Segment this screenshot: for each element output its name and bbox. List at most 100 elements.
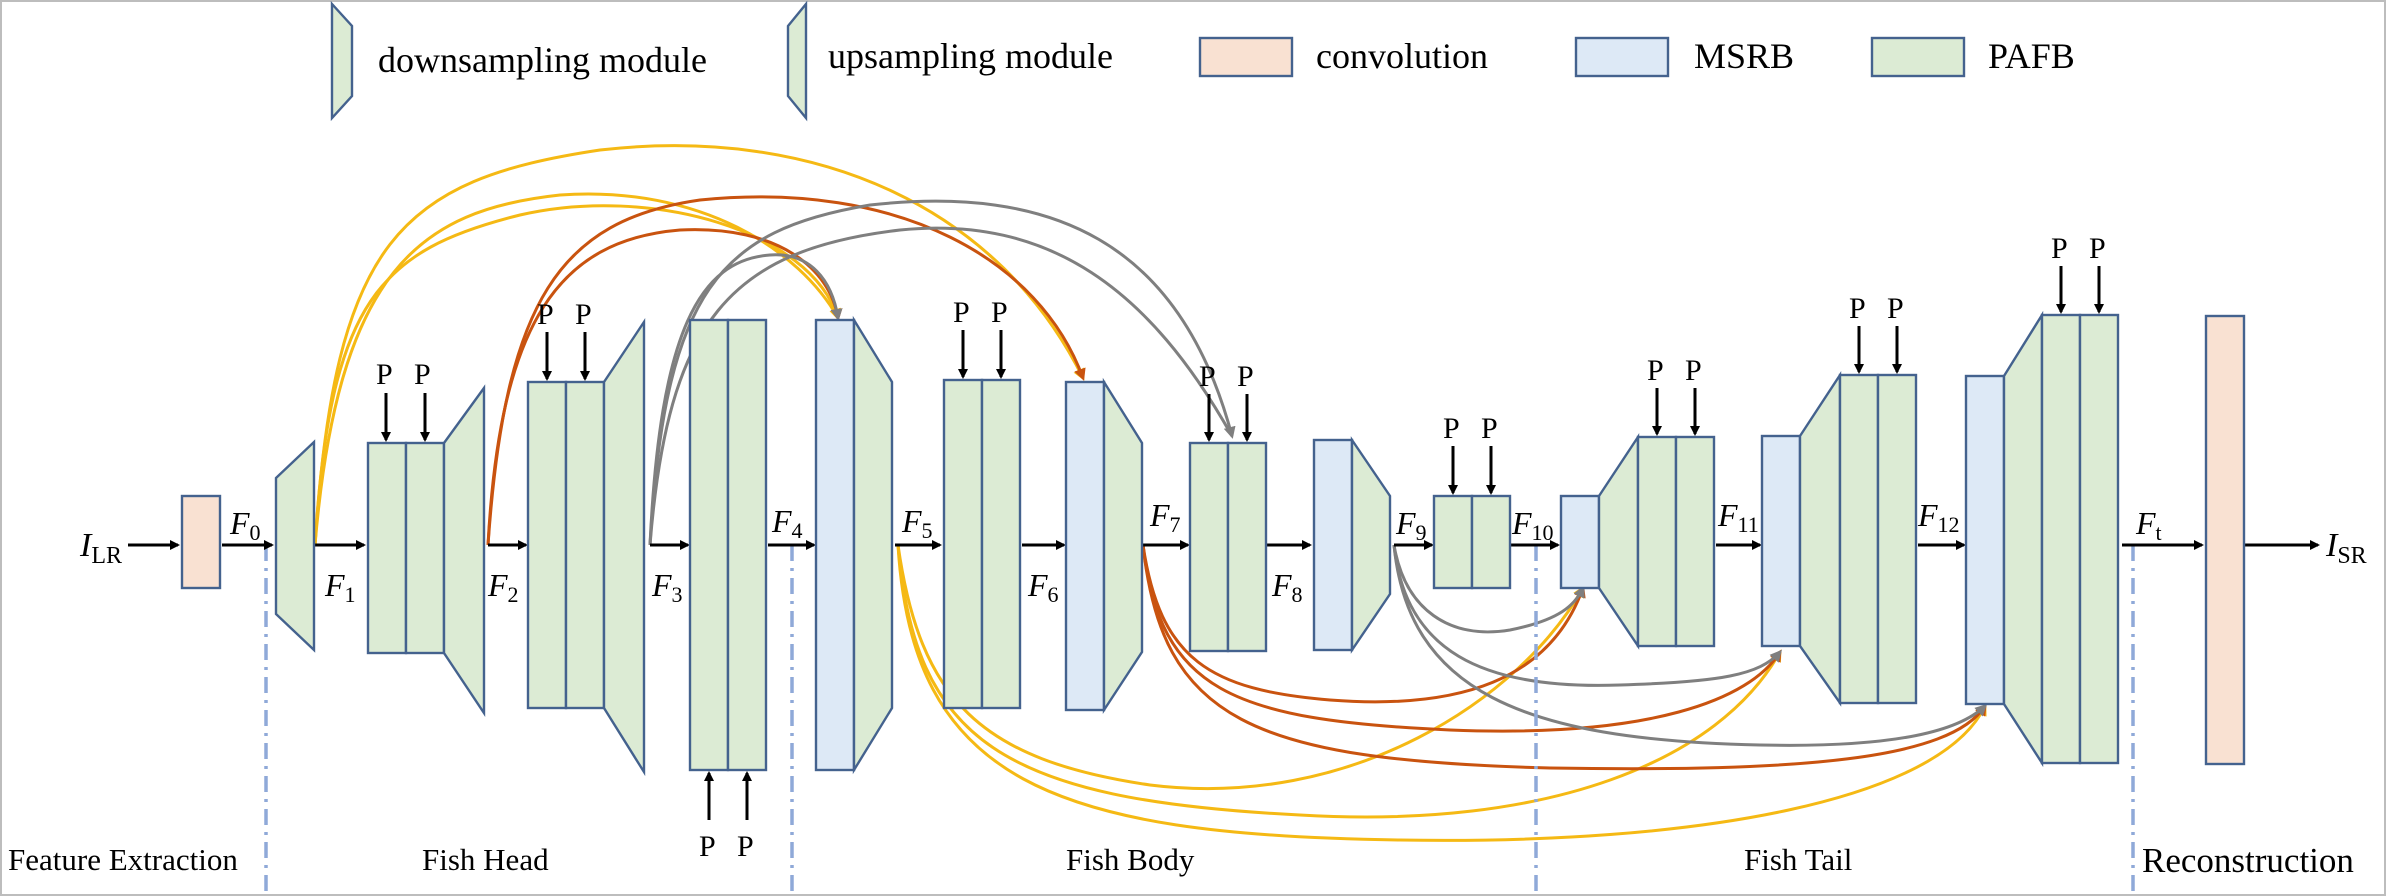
p-label: P bbox=[414, 358, 431, 391]
pafb-t1a bbox=[1636, 435, 1678, 648]
feature-f7: F7 bbox=[1149, 497, 1181, 537]
upsampling-block-2 bbox=[1102, 377, 1144, 715]
skip-f2-to-msrb2 bbox=[486, 195, 1086, 546]
downsampling-block-5 bbox=[1798, 370, 1842, 707]
legend: downsampling module upsampling module co… bbox=[330, 0, 2075, 122]
pafb-t1b bbox=[1674, 435, 1716, 648]
feature-f11: F11 bbox=[1717, 497, 1759, 537]
upsampling-block-1 bbox=[852, 315, 894, 775]
feature-ft: Ft bbox=[2135, 505, 2162, 545]
pafb-t2a bbox=[1838, 373, 1880, 705]
pafb-b1b bbox=[980, 378, 1022, 710]
downsampling-block-4 bbox=[1597, 433, 1640, 650]
legend-pafb-swatch bbox=[1870, 36, 1966, 78]
legend-pafb-label: PAFB bbox=[1988, 36, 2075, 76]
skip-f3-to-msrb1 bbox=[648, 253, 843, 546]
pafb-b3a bbox=[1432, 494, 1474, 590]
skip-f3-branch bbox=[648, 226, 1234, 546]
pafb-h1a bbox=[366, 441, 408, 655]
downsampling-block-2 bbox=[442, 384, 486, 717]
msrb-block-3 bbox=[1312, 438, 1354, 652]
pafb-b2a bbox=[1188, 441, 1230, 653]
p-label: P bbox=[2089, 232, 2106, 265]
output-label: ISR bbox=[2325, 527, 2367, 569]
legend-upsampling-swatch bbox=[786, 0, 808, 122]
p-inputs: P P P P P P P P P P P P P P P bbox=[376, 232, 2106, 863]
p-label: P bbox=[1199, 360, 1216, 393]
skip-f3-to-msrb3 bbox=[648, 199, 1236, 546]
feature-labels: ILR F0 F1 F2 F3 F4 F5 F6 F7 F8 F9 F10 F1… bbox=[79, 497, 2367, 607]
msrb-block-2 bbox=[1064, 380, 1106, 712]
p-label: P bbox=[737, 830, 754, 863]
legend-msrb-swatch bbox=[1574, 36, 1670, 78]
stage-fish-body: Fish Body bbox=[1066, 842, 1195, 877]
p-label: P bbox=[1887, 292, 1904, 325]
p-label: P bbox=[1685, 354, 1702, 387]
stage-fish-tail: Fish Tail bbox=[1744, 842, 1852, 877]
conv-block-1 bbox=[180, 494, 222, 590]
p-label: P bbox=[953, 296, 970, 329]
msrb-block-6 bbox=[1964, 374, 2006, 706]
input-label: ILR bbox=[79, 527, 122, 569]
pafb-h3b bbox=[726, 318, 768, 772]
p-label: P bbox=[1237, 360, 1254, 393]
p-label: P bbox=[991, 296, 1008, 329]
feature-f3: F3 bbox=[651, 567, 683, 607]
skip-f1-branch bbox=[313, 192, 840, 546]
msrb-block-4 bbox=[1559, 494, 1601, 590]
stage-reconstruction: Reconstruction bbox=[2142, 841, 2354, 880]
skip-f9-to-msrb6 bbox=[1392, 544, 1988, 747]
skip-f9-to-msrb4 bbox=[1392, 544, 1585, 634]
skip-connections bbox=[313, 144, 1988, 842]
msrb-block-5 bbox=[1760, 434, 1802, 648]
p-label: P bbox=[537, 298, 554, 331]
legend-msrb-label: MSRB bbox=[1694, 36, 1794, 76]
pafb-t2b bbox=[1876, 373, 1918, 705]
stage-fish-head: Fish Head bbox=[422, 842, 549, 877]
feature-f0: F0 bbox=[229, 505, 261, 545]
p-label: P bbox=[699, 830, 716, 863]
feature-f4: F4 bbox=[771, 503, 803, 543]
p-label: P bbox=[2051, 232, 2068, 265]
p-label: P bbox=[1481, 412, 1498, 445]
pafb-h1b bbox=[404, 441, 446, 655]
downsampling-block-6 bbox=[2002, 310, 2044, 768]
pafb-b2b bbox=[1226, 441, 1268, 653]
pafb-t3a bbox=[2040, 313, 2082, 765]
legend-convolution-swatch bbox=[1198, 36, 1294, 78]
legend-convolution-label: convolution bbox=[1316, 36, 1488, 76]
pafb-h2b bbox=[564, 380, 606, 710]
p-label: P bbox=[1849, 292, 1866, 325]
skip-f9-to-msrb5 bbox=[1392, 544, 1782, 687]
legend-downsampling-swatch bbox=[330, 0, 354, 122]
skip-f5-to-msrb5 bbox=[896, 544, 1782, 819]
feature-f12: F12 bbox=[1917, 497, 1960, 537]
downsampling-block-1 bbox=[274, 439, 316, 653]
feature-f5: F5 bbox=[901, 503, 933, 543]
legend-upsampling-label: upsampling module bbox=[828, 36, 1113, 76]
legend-downsampling-label: downsampling module bbox=[378, 40, 707, 80]
stage-feature-extraction: Feature Extraction bbox=[8, 842, 238, 877]
downsampling-block-3 bbox=[602, 318, 646, 777]
skip-f5-to-msrb6 bbox=[896, 544, 1987, 842]
skip-f1-to-msrb1 bbox=[313, 204, 841, 546]
p-label: P bbox=[376, 358, 393, 391]
feature-f2: F2 bbox=[487, 567, 519, 607]
upsampling-block-3 bbox=[1350, 436, 1392, 654]
feature-f10: F10 bbox=[1511, 505, 1554, 545]
skip-f7-to-msrb5 bbox=[1141, 544, 1782, 733]
feature-f6: F6 bbox=[1027, 567, 1059, 607]
msrb-block-1 bbox=[814, 318, 856, 772]
p-label: P bbox=[575, 298, 592, 331]
skip-f1-to-msrb2 bbox=[313, 144, 1085, 546]
blocks bbox=[180, 310, 2246, 777]
stage-labels: Feature Extraction Fish Head Fish Body F… bbox=[8, 841, 2354, 880]
pafb-h3a bbox=[688, 318, 730, 772]
skip-f7-to-msrb6 bbox=[1141, 544, 1987, 771]
feature-f1: F1 bbox=[324, 567, 356, 607]
feature-f9: F9 bbox=[1395, 505, 1427, 545]
p-label: P bbox=[1647, 354, 1664, 387]
